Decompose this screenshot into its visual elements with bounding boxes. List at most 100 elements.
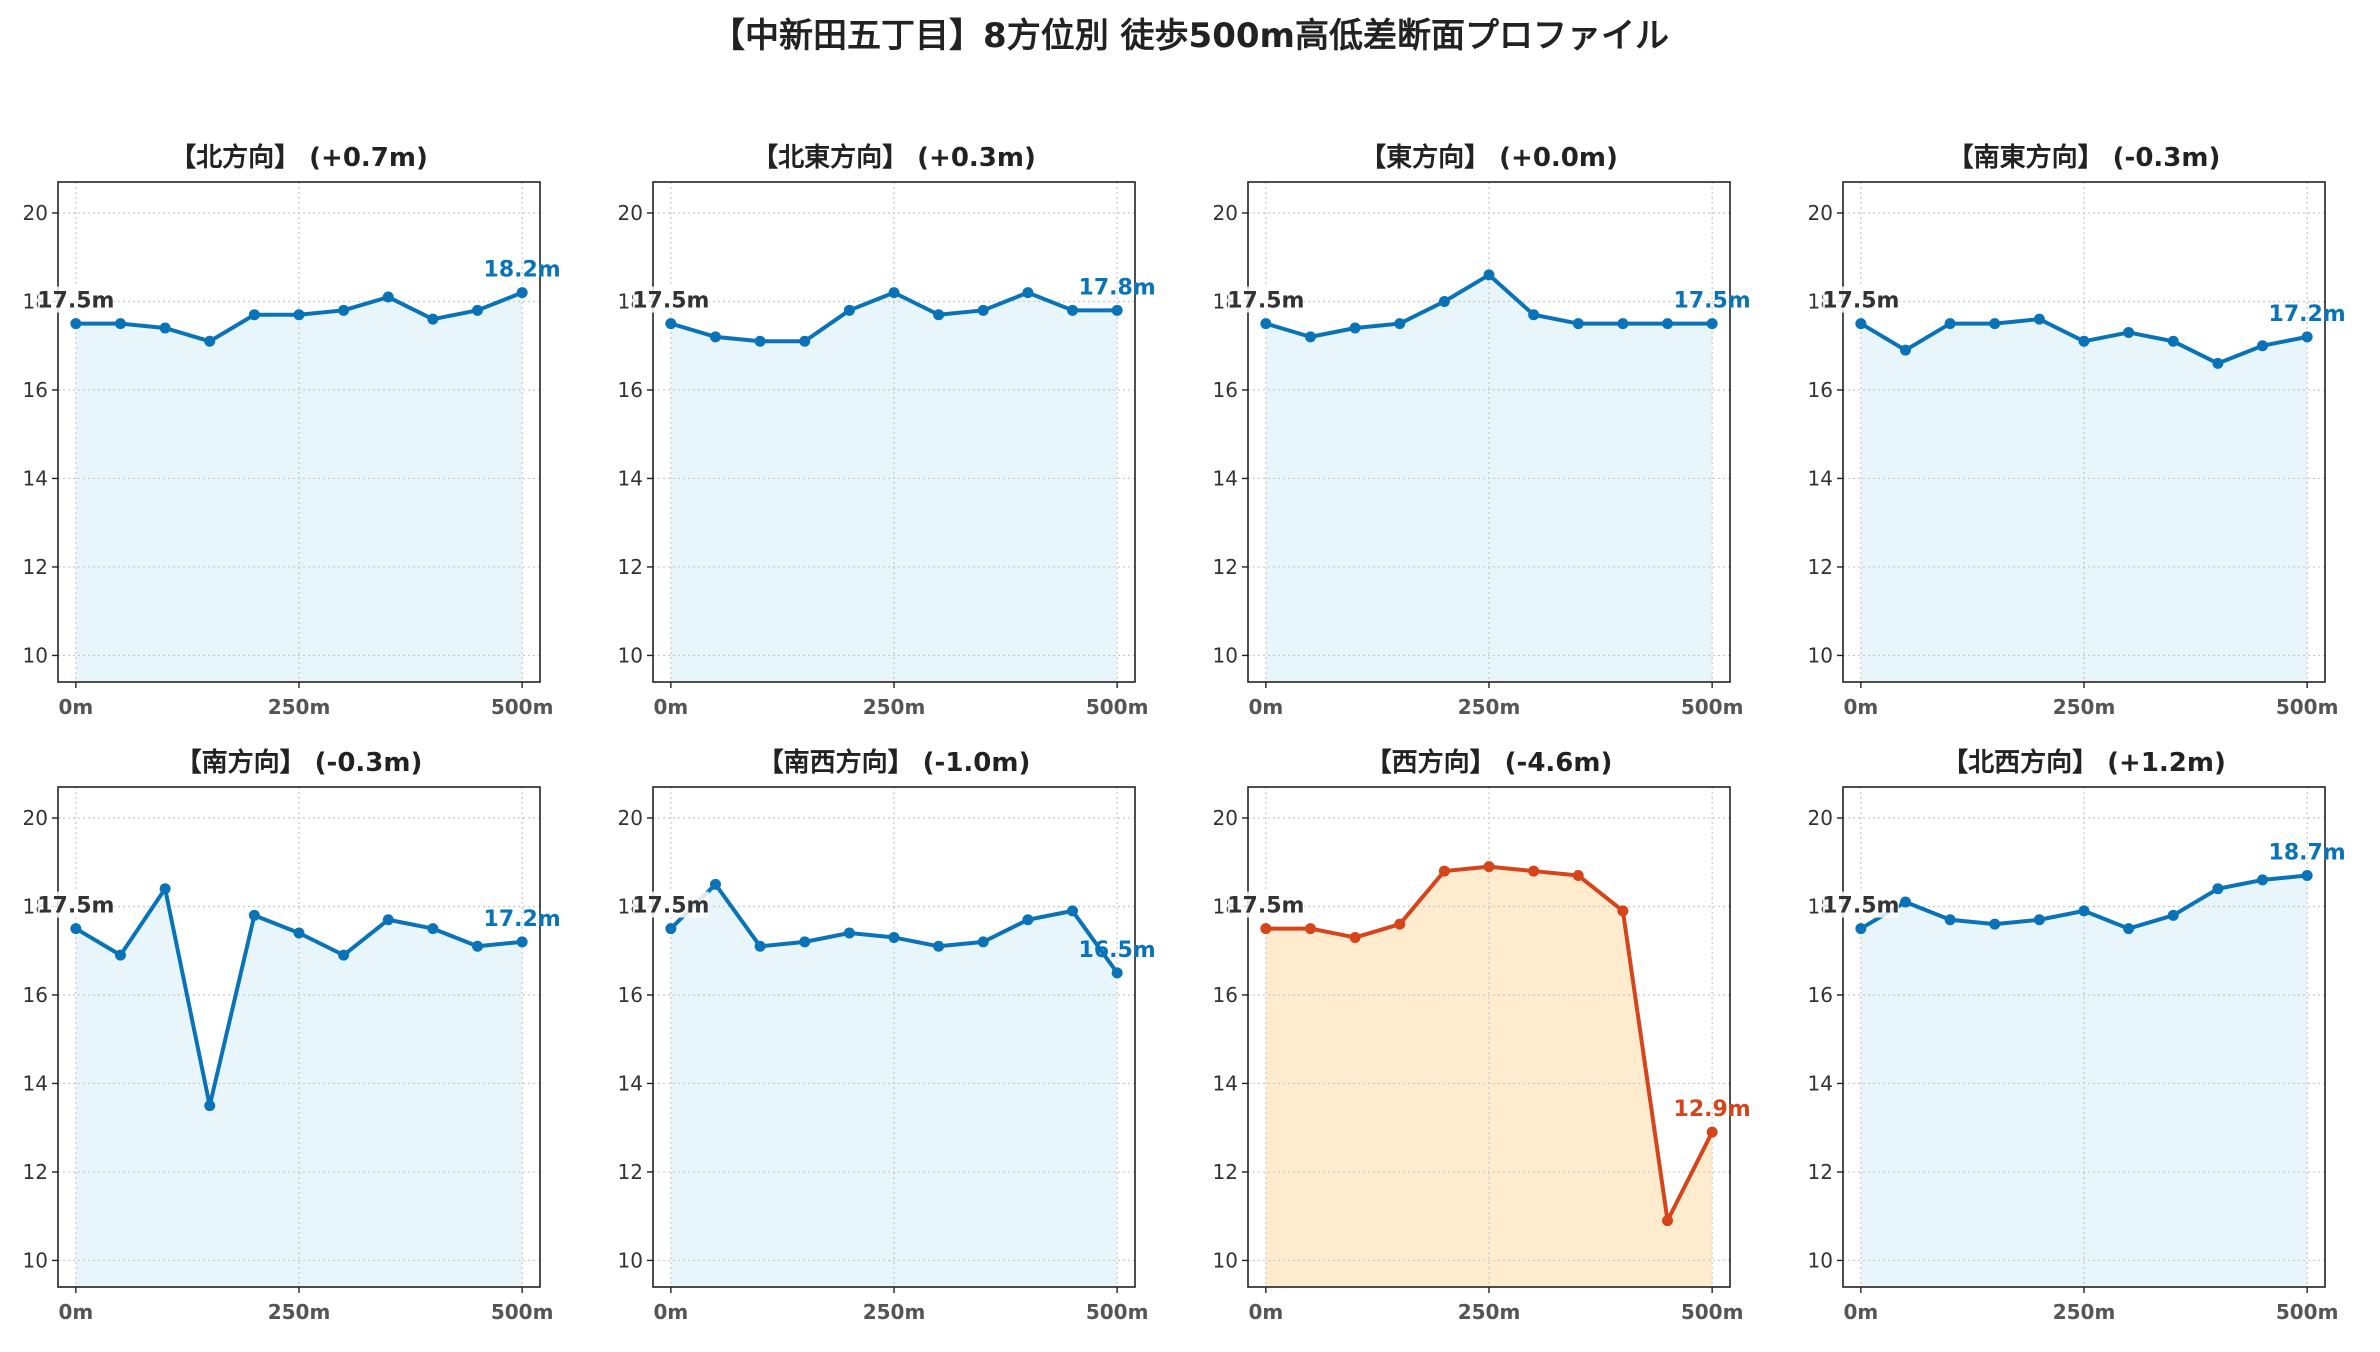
data-point xyxy=(709,331,721,343)
data-point xyxy=(1022,287,1034,299)
y-tick-label: 16 xyxy=(1213,378,1238,402)
data-point xyxy=(1944,914,1956,926)
data-point xyxy=(1706,318,1718,330)
data-point xyxy=(1394,318,1406,330)
y-tick-label: 20 xyxy=(23,806,48,830)
start-label-bg xyxy=(37,286,114,313)
start-label-bg xyxy=(1822,286,1899,313)
y-tick-label: 14 xyxy=(1213,466,1238,490)
x-tick-label: 500m xyxy=(1086,1300,1149,1324)
end-label: 17.8m xyxy=(1079,275,1156,300)
x-tick-label: 250m xyxy=(268,695,331,719)
chart-title: 【南西方向】 (-1.0m) xyxy=(758,747,1031,778)
x-tick-label: 500m xyxy=(1681,1300,1744,1324)
x-tick-label: 0m xyxy=(1843,1300,1878,1324)
data-point xyxy=(1572,869,1584,881)
start-label-bg xyxy=(1227,286,1304,313)
end-label: 17.2m xyxy=(484,907,561,932)
start-label: 17.5m xyxy=(632,894,709,919)
data-point xyxy=(1706,1126,1718,1138)
area-fill xyxy=(670,884,1118,1287)
area-fill xyxy=(1860,875,2308,1287)
y-tick-label: 12 xyxy=(23,1160,48,1184)
end-label: 17.5m xyxy=(1674,289,1751,314)
data-point xyxy=(2123,923,2135,935)
y-tick-label: 12 xyxy=(1213,555,1238,579)
start-label-bg xyxy=(632,286,709,313)
start-label-bg xyxy=(37,891,114,918)
y-tick-label: 20 xyxy=(1808,201,1833,225)
data-point xyxy=(1483,861,1495,873)
data-point xyxy=(516,287,528,299)
y-tick-label: 16 xyxy=(1808,378,1833,402)
data-point xyxy=(2301,869,2313,881)
chart-title: 【北東方向】 (+0.3m) xyxy=(752,142,1036,173)
start-label: 17.5m xyxy=(1822,289,1899,314)
start-label: 17.5m xyxy=(1822,894,1899,919)
y-tick-label: 10 xyxy=(1213,1248,1238,1272)
data-point xyxy=(888,931,900,943)
chart-title: 【西方向】 (-4.6m) xyxy=(1366,747,1613,778)
data-point xyxy=(338,949,350,961)
y-tick-label: 12 xyxy=(1808,555,1833,579)
y-tick-label: 16 xyxy=(618,983,643,1007)
y-tick-label: 12 xyxy=(618,1160,643,1184)
data-point xyxy=(1617,905,1629,917)
data-point xyxy=(709,878,721,890)
data-point xyxy=(665,318,677,330)
data-point xyxy=(1349,931,1361,943)
y-tick-label: 12 xyxy=(618,555,643,579)
data-point xyxy=(1438,295,1450,307)
y-tick-label: 16 xyxy=(23,378,48,402)
y-tick-label: 10 xyxy=(1808,1248,1833,1272)
data-point xyxy=(2167,909,2179,921)
data-point xyxy=(1989,918,2001,930)
y-tick-label: 20 xyxy=(1808,806,1833,830)
end-label: 17.2m xyxy=(2269,302,2346,327)
y-tick-label: 10 xyxy=(618,1248,643,1272)
x-tick-label: 500m xyxy=(2276,1300,2339,1324)
x-tick-label: 250m xyxy=(863,695,926,719)
data-point xyxy=(1899,344,1911,356)
y-tick-label: 10 xyxy=(1808,643,1833,667)
x-tick-label: 0m xyxy=(58,695,93,719)
data-point xyxy=(1260,318,1272,330)
x-tick-label: 0m xyxy=(653,1300,688,1324)
start-label: 17.5m xyxy=(632,289,709,314)
data-point xyxy=(293,927,305,939)
start-label-bg xyxy=(632,891,709,918)
data-point xyxy=(1572,318,1584,330)
data-point xyxy=(293,309,305,321)
y-tick-label: 20 xyxy=(1213,201,1238,225)
y-tick-label: 20 xyxy=(618,806,643,830)
data-point xyxy=(382,291,394,303)
data-point xyxy=(70,923,82,935)
data-point xyxy=(1067,905,1079,917)
y-tick-label: 14 xyxy=(1213,1071,1238,1095)
x-tick-label: 250m xyxy=(863,1300,926,1324)
end-label: 18.7m xyxy=(2269,840,2346,865)
data-point xyxy=(2212,883,2224,895)
start-label-bg xyxy=(1822,891,1899,918)
y-tick-label: 12 xyxy=(1808,1160,1833,1184)
data-point xyxy=(799,335,811,347)
data-point xyxy=(2123,326,2135,338)
data-point xyxy=(1304,923,1316,935)
data-point xyxy=(1260,923,1272,935)
chart-title: 【北方向】 (+0.7m) xyxy=(170,142,428,173)
x-tick-label: 500m xyxy=(2276,695,2339,719)
end-label: 18.2m xyxy=(484,258,561,283)
data-point xyxy=(338,304,350,316)
data-point xyxy=(1111,304,1123,316)
area-fill xyxy=(1265,866,1713,1287)
x-tick-label: 0m xyxy=(1248,1300,1283,1324)
data-point xyxy=(427,923,439,935)
data-point xyxy=(1349,322,1361,334)
x-tick-label: 0m xyxy=(1843,695,1878,719)
y-tick-label: 14 xyxy=(618,466,643,490)
